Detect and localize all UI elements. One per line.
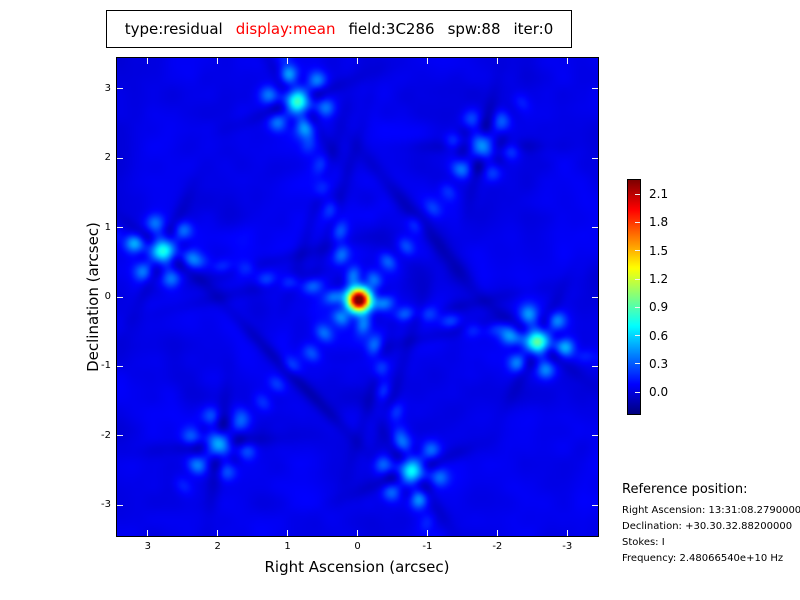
axis-tick-mark bbox=[592, 157, 598, 159]
y-tick-label: -1 bbox=[101, 360, 111, 372]
x-axis-label: Right Ascension (arcsec) bbox=[264, 558, 450, 576]
axis-tick-mark bbox=[117, 504, 123, 506]
colorbar-tick-label: 0.9 bbox=[649, 300, 669, 315]
y-tick-label: -3 bbox=[101, 499, 111, 511]
x-tick-label: -2 bbox=[492, 541, 503, 552]
plot-area bbox=[116, 57, 599, 537]
axis-tick-mark bbox=[592, 227, 598, 229]
colorbar-tick-mark bbox=[635, 363, 640, 365]
x-tick-label: -1 bbox=[422, 541, 433, 552]
axis-tick-mark bbox=[287, 58, 289, 64]
x-tick-label: 3 bbox=[144, 541, 151, 552]
axis-tick-mark bbox=[357, 530, 358, 536]
colorbar-tick-label: 0.3 bbox=[649, 356, 669, 371]
colorbar-tick-mark bbox=[635, 278, 640, 280]
colorbar-tick-label: 1.8 bbox=[649, 215, 669, 230]
colorbar-tick-mark bbox=[635, 193, 640, 195]
x-tick-label: 0 bbox=[354, 541, 361, 552]
axis-tick-mark bbox=[592, 296, 598, 298]
colorbar-tick-mark bbox=[635, 335, 640, 337]
axis-tick-mark bbox=[147, 530, 149, 536]
axis-tick-mark bbox=[287, 530, 289, 536]
y-tick-label: 2 bbox=[104, 152, 111, 164]
colorbar-tick-label: 1.5 bbox=[649, 243, 669, 258]
axis-tick-mark bbox=[147, 58, 149, 64]
title-segment-0: type:residual bbox=[124, 20, 223, 38]
axis-tick-mark bbox=[592, 504, 598, 506]
axis-tick-mark bbox=[117, 365, 123, 367]
y-tick-label: 1 bbox=[104, 221, 111, 233]
residual-heatmap-image bbox=[117, 58, 598, 536]
axis-tick-mark bbox=[117, 435, 123, 437]
title-segment-1: display:mean bbox=[235, 20, 336, 38]
axis-tick-mark bbox=[117, 88, 123, 90]
colorbar-tick-label: 1.2 bbox=[649, 272, 669, 287]
title-segment-2: field:3C286 bbox=[348, 20, 435, 38]
reference-line: Frequency: 2.48066540e+10 Hz bbox=[622, 553, 784, 564]
axis-tick-mark bbox=[217, 530, 219, 536]
axis-tick-mark bbox=[117, 296, 123, 298]
x-tick-label: 1 bbox=[284, 541, 291, 552]
y-tick-label: 0 bbox=[104, 291, 111, 302]
axis-tick-mark bbox=[357, 58, 358, 64]
axis-tick-mark bbox=[592, 88, 598, 90]
axis-tick-mark bbox=[566, 58, 568, 64]
axis-tick-mark bbox=[426, 58, 428, 64]
y-tick-label: 3 bbox=[104, 82, 111, 94]
reference-heading: Reference position: bbox=[622, 482, 748, 497]
colorbar-tick-mark bbox=[635, 221, 640, 223]
axis-tick-mark bbox=[496, 58, 498, 64]
colorbar-tick-mark bbox=[635, 250, 640, 252]
y-tick-label: -2 bbox=[101, 429, 111, 441]
x-tick-label: -3 bbox=[562, 541, 573, 552]
axis-tick-mark bbox=[117, 157, 123, 159]
axis-tick-mark bbox=[592, 365, 598, 367]
title-segment-4: iter:0 bbox=[513, 20, 554, 38]
colorbar-tick-label: 0.6 bbox=[649, 328, 669, 343]
axis-tick-mark bbox=[592, 435, 598, 437]
axis-tick-mark bbox=[117, 227, 123, 229]
reference-line: Stokes: I bbox=[622, 537, 665, 548]
axis-tick-mark bbox=[566, 530, 568, 536]
axis-tick-mark bbox=[217, 58, 219, 64]
colorbar-tick-label: 0.0 bbox=[649, 385, 669, 400]
reference-line: Right Ascension: 13:31:08.27900000 bbox=[622, 505, 800, 516]
title-box: type:residual display:mean field:3C286 spw:… bbox=[106, 10, 572, 48]
colorbar-tick-label: 2.1 bbox=[649, 187, 669, 202]
reference-position-block: Reference position: Right Ascension: 13:… bbox=[622, 482, 800, 569]
reference-line: Declination: +30.30.32.88200000 bbox=[622, 521, 793, 532]
x-tick-label: 2 bbox=[214, 541, 221, 552]
reference-lines: Right Ascension: 13:31:08.27900000 Declin… bbox=[622, 505, 800, 564]
axis-tick-mark bbox=[496, 530, 498, 536]
axis-tick-mark bbox=[426, 530, 428, 536]
colorbar-tick-mark bbox=[635, 391, 640, 393]
colorbar-tick-mark bbox=[635, 306, 640, 308]
title-segment-3: spw:88 bbox=[447, 20, 501, 38]
colorbar-gradient bbox=[628, 180, 640, 414]
y-axis-label: Declination (arcsec) bbox=[84, 222, 102, 372]
colorbar bbox=[627, 179, 641, 415]
